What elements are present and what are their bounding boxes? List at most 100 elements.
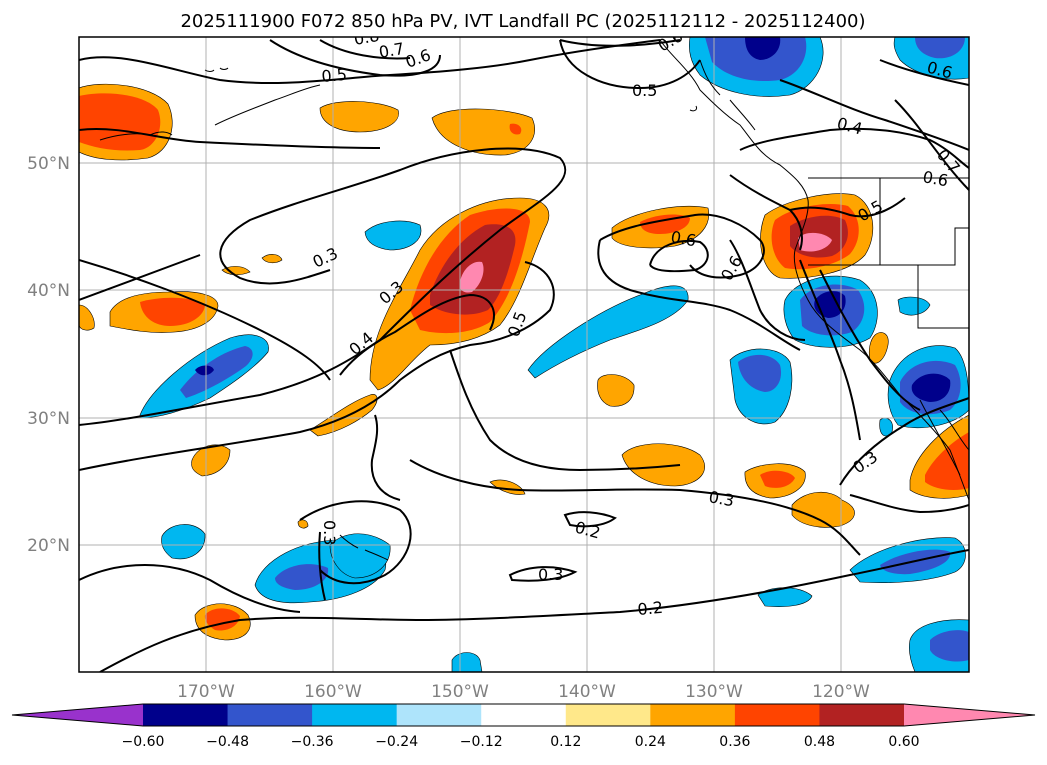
lon-label: 120°W: [812, 682, 870, 702]
contour-line: [559, 39, 681, 47]
contour-line: [649, 239, 709, 273]
positive-anomaly-region: [79, 304, 95, 331]
map-panel: 0.8 0.7 0.6 0.5 0.5 0.6 0.4 0.7 0.6 0.5 …: [78, 26, 970, 673]
colorbar-segment: [565, 704, 651, 726]
colorbar-extend-low: [12, 704, 143, 726]
colorbar-tick-label: −0.36: [291, 734, 334, 750]
contour-line: [729, 174, 906, 251]
map-content: 0.8 0.7 0.6 0.5 0.5 0.6 0.4 0.7 0.6 0.5 …: [79, 26, 969, 672]
colorbar-tick-label: 0.36: [719, 734, 750, 750]
map-frame: [78, 36, 970, 673]
contour-lines: [79, 39, 969, 672]
coastline: [689, 105, 697, 112]
positive-anomaly-region: [191, 444, 231, 477]
colorbar-tick-label: 0.12: [550, 734, 581, 750]
positive-anomaly-region: [798, 232, 832, 252]
colorbar-tick-label: −0.48: [206, 734, 249, 750]
contour-line: [79, 147, 567, 426]
negative-anomaly-region: [915, 37, 965, 59]
coastlines: [99, 39, 969, 561]
colorbar-segment: [734, 704, 820, 726]
contour-line: [99, 549, 969, 672]
positive-anomaly-region: [760, 470, 795, 488]
lat-label: 40°N: [27, 281, 70, 301]
coastline: [339, 534, 389, 561]
contour-label: 0.6: [669, 227, 697, 250]
lon-label: 160°W: [304, 682, 362, 702]
negative-anomaly-region: [814, 291, 846, 318]
contour-label: 0.3: [707, 487, 735, 510]
colorbar-extend-high: [904, 704, 1035, 726]
latitude-labels: 50°N 40°N 30°N 20°N: [27, 154, 70, 556]
colorbar-tick-label: −0.12: [460, 734, 503, 750]
contour-label: 0.8: [352, 26, 380, 49]
coastline: [699, 59, 721, 96]
lat-label: 50°N: [27, 154, 70, 174]
graticule: [79, 37, 969, 672]
positive-anomaly-region: [791, 492, 855, 528]
coastline: [939, 409, 969, 451]
contour-label: 0.5: [321, 65, 348, 86]
coastline: [808, 227, 969, 266]
negative-anomaly-region: [738, 354, 782, 392]
positive-anomaly-region: [597, 374, 635, 407]
positive-anomaly-region: [868, 332, 889, 364]
contour-line: [839, 397, 969, 486]
contour-line: [597, 239, 801, 351]
contour-label: 0.3: [320, 520, 339, 545]
positive-anomaly-region: [309, 394, 378, 437]
shaded-pv-field: [79, 37, 969, 672]
contour-line: [299, 500, 412, 585]
contour-line: [849, 494, 969, 514]
colorbar-tick-label: −0.60: [122, 734, 165, 750]
colorbar-tick-label: 0.48: [804, 734, 835, 750]
positive-anomaly-region: [640, 214, 690, 234]
coastline: [204, 67, 229, 72]
contour-line: [269, 39, 441, 77]
positive-anomaly-region: [221, 266, 251, 276]
contour-line: [79, 564, 301, 613]
negative-anomaly-region: [364, 220, 422, 251]
contour-line: [370, 414, 401, 501]
positive-anomaly-region: [297, 519, 309, 529]
colorbar-tick-label: −0.24: [375, 734, 418, 750]
contour-line: [559, 39, 701, 90]
positive-anomaly-region: [621, 443, 705, 487]
negative-anomaly-region: [930, 630, 969, 662]
colorbar-segment: [650, 704, 736, 726]
contour-line: [449, 349, 681, 472]
contour-line: [318, 531, 326, 601]
positive-anomaly-region: [140, 297, 205, 326]
contour-line: [319, 39, 411, 60]
coastline: [214, 84, 321, 126]
contour-label: 0.6: [921, 167, 949, 190]
colorbar: −0.60 −0.48 −0.36 −0.24 −0.12 0.12 0.24 0.36 0.4…: [11, 703, 1036, 750]
contour-line: [563, 511, 617, 528]
negative-anomaly-region: [180, 346, 253, 398]
contour-line: [879, 59, 969, 86]
contour-label: 0.5: [632, 81, 657, 100]
positive-anomaly-region: [261, 254, 283, 264]
colorbar-tick-label: 0.60: [888, 734, 919, 750]
positive-anomaly-region: [459, 261, 484, 293]
contour-label: 0.7: [377, 39, 405, 62]
colorbar-segment: [396, 704, 482, 726]
negative-anomaly-region: [745, 37, 781, 60]
positive-anomaly-region: [79, 93, 161, 151]
negative-anomaly-region: [275, 564, 329, 590]
coastline: [659, 39, 969, 501]
lat-label: 20°N: [27, 536, 70, 556]
contour-line: [508, 566, 578, 582]
coastline: [729, 99, 756, 131]
contour-line: [79, 261, 555, 471]
contour-label: 0.2: [637, 598, 664, 619]
lat-label: 30°N: [27, 409, 70, 429]
colorbar-segment: [312, 704, 398, 726]
contour-line: [894, 99, 969, 191]
lon-label: 130°W: [685, 682, 743, 702]
colorbar-segment: [819, 704, 905, 726]
lon-label: 150°W: [431, 682, 489, 702]
contour-line: [79, 259, 331, 381]
contour-line: [599, 213, 765, 279]
